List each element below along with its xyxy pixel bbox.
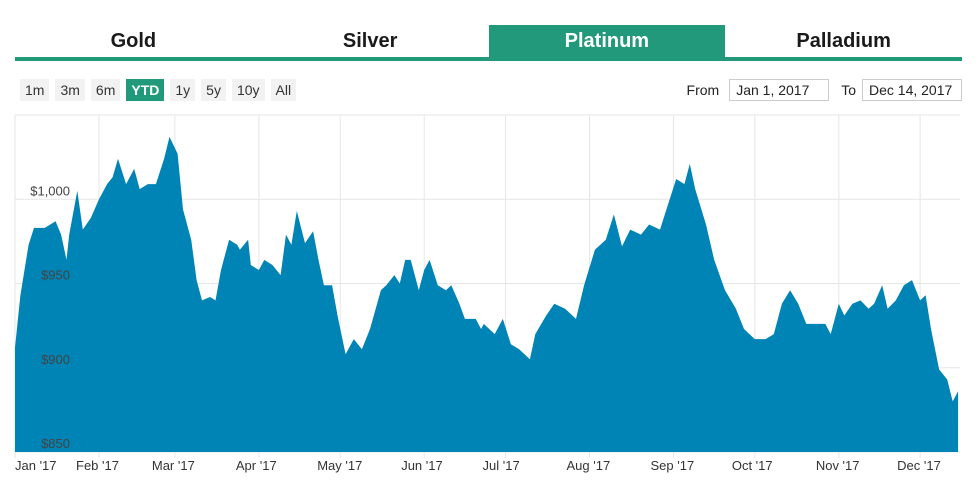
from-label: From (686, 82, 720, 98)
range-ytd-button[interactable]: YTD (126, 79, 165, 101)
tab-silver[interactable]: Silver (342, 30, 398, 52)
range-6m-button[interactable]: 6m (90, 79, 121, 101)
range-selector: 1m 3m 6m YTD 1y 5y 10y All (20, 79, 297, 101)
x-tick-label: Sep '17 (651, 458, 695, 473)
x-tick-label: Jan '17 (15, 458, 57, 473)
x-tick-label: Oct '17 (732, 458, 773, 473)
x-tick-label: Dec '17 (897, 458, 941, 473)
range-all-button[interactable]: All (270, 79, 297, 101)
tab-gold[interactable]: Gold (110, 30, 157, 52)
range-5y-button[interactable]: 5y (201, 79, 226, 101)
tab-palladium[interactable]: Palladium (796, 30, 891, 52)
x-tick-label: May '17 (317, 458, 362, 473)
range-1m-button[interactable]: 1m (20, 79, 50, 101)
range-1y-button[interactable]: 1y (170, 79, 196, 101)
date-range: From To (687, 79, 962, 101)
x-tick-label: Jul '17 (483, 458, 520, 473)
to-date-input[interactable] (862, 79, 962, 101)
y-tick-label: $950 (41, 268, 70, 283)
range-3m-button[interactable]: 3m (55, 79, 85, 101)
x-tick-label: Feb '17 (76, 458, 119, 473)
range-10y-button[interactable]: 10y (231, 79, 265, 101)
x-tick-label: Apr '17 (236, 458, 277, 473)
y-tick-label: $850 (41, 436, 70, 451)
y-tick-label: $900 (41, 352, 70, 367)
x-tick-label: Nov '17 (816, 458, 860, 473)
to-label: To (841, 82, 856, 98)
price-area (15, 136, 959, 452)
x-tick-label: Jun '17 (401, 458, 443, 473)
from-date-input[interactable] (729, 79, 830, 101)
x-tick-label: Mar '17 (152, 458, 195, 473)
tab-platinum[interactable]: Platinum (488, 25, 726, 57)
y-tick-label: $1,000 (30, 183, 70, 198)
tab-underline (15, 57, 962, 61)
metal-tabs: Gold Silver Platinum Palladium (15, 25, 962, 57)
x-tick-label: Aug '17 (567, 458, 611, 473)
